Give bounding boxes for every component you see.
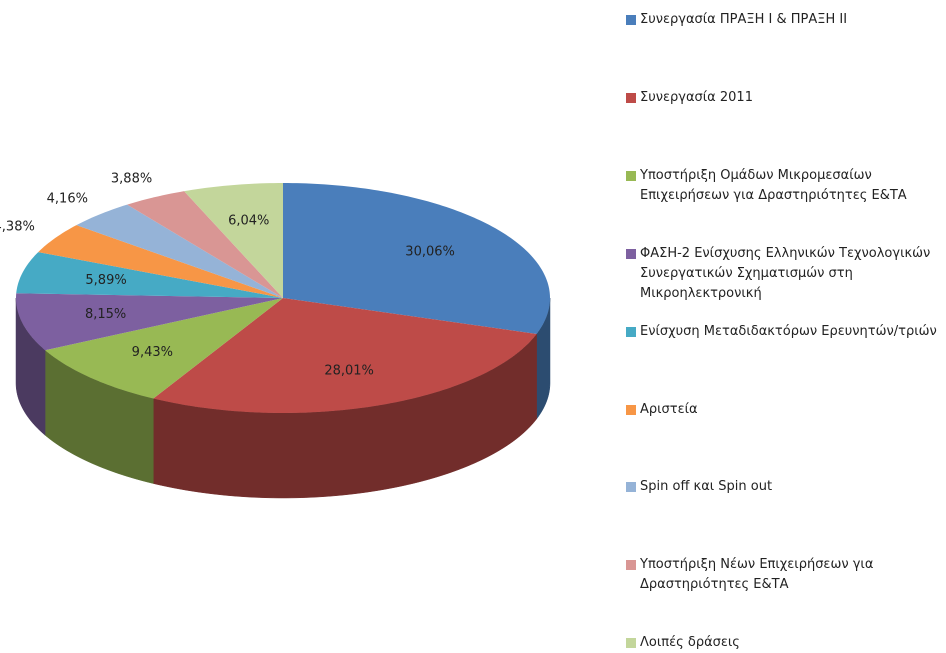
slice bbox=[45, 298, 283, 399]
data-label: 30,06% bbox=[405, 245, 455, 260]
legend-item: ΦΑΣΗ-2 Ενίσχυσης Ελληνικών Τεχνολογικών … bbox=[626, 244, 944, 304]
data-label: 9,43% bbox=[132, 345, 173, 360]
legend-swatch bbox=[626, 326, 636, 337]
slice-side bbox=[15, 297, 46, 436]
legend-item: Συνεργασία 2011 bbox=[626, 88, 944, 108]
data-label: 8,15% bbox=[85, 307, 126, 322]
legend-swatch bbox=[626, 248, 636, 259]
legend-swatch bbox=[626, 482, 636, 493]
legend-item: Αριστεία bbox=[626, 400, 944, 420]
data-label: 6,04% bbox=[228, 214, 269, 229]
data-label: 28,01% bbox=[324, 363, 374, 378]
data-label: 3,88% bbox=[111, 172, 152, 187]
data-label: 4,16% bbox=[47, 192, 88, 207]
slice bbox=[283, 183, 550, 334]
slice bbox=[38, 225, 283, 298]
legend-label: ΦΑΣΗ-2 Ενίσχυσης Ελληνικών Τεχνολογικών … bbox=[640, 245, 931, 301]
legend-item: Λοιπές δράσεις bbox=[626, 633, 944, 653]
legend-label: Υποστήριξη Νέων Επιχειρήσεων για Δραστηρ… bbox=[640, 557, 874, 593]
legend-label: Αριστεία bbox=[640, 401, 698, 417]
legend-swatch bbox=[626, 170, 636, 181]
legend-swatch bbox=[626, 15, 636, 25]
data-label: 4,38% bbox=[0, 220, 35, 235]
legend-swatch bbox=[626, 92, 636, 103]
slice bbox=[153, 298, 537, 413]
slice bbox=[127, 191, 284, 298]
legend-swatch bbox=[626, 638, 636, 649]
data-label: 5,89% bbox=[85, 273, 126, 288]
legend-swatch bbox=[626, 404, 636, 415]
legend-label: Υποστήριξη Ομάδων Μικρομεσαίων Επιχειρήσ… bbox=[640, 167, 907, 203]
pie-area: 30,06% 28,01% 9,43% 8,15% 5,89% 4,38% 4,16% 3,8… bbox=[0, 172, 551, 499]
legend-label: Συνεργασία 2011 bbox=[640, 89, 753, 105]
slice bbox=[16, 252, 283, 298]
legend-label: Spin off και Spin out bbox=[640, 479, 773, 495]
legend-item: Υποστήριξη Νέων Επιχειρήσεων για Δραστηρ… bbox=[626, 555, 944, 595]
legend-label: Ενίσχυση Μεταδιδακτόρων Ερευνητών/τριών bbox=[640, 323, 937, 339]
legend-item: Υποστήριξη Ομάδων Μικρομεσαίων Επιχειρήσ… bbox=[626, 166, 944, 206]
legend-swatch bbox=[626, 560, 636, 571]
slice bbox=[76, 204, 283, 298]
legend-label: Λοιπές δράσεις bbox=[640, 635, 740, 651]
legend-item: Ενίσχυση Μεταδιδακτόρων Ερευνητών/τριών bbox=[626, 322, 944, 342]
legend-label: Συνεργασία ΠΡΑΞΗ Ι & ΠΡΑΞΗ ΙΙ bbox=[640, 12, 848, 27]
slice bbox=[184, 183, 283, 298]
slice bbox=[16, 293, 284, 351]
legend-item: Spin off και Spin out bbox=[626, 477, 944, 497]
legend-item: Συνεργασία ΠΡΑΞΗ Ι & ΠΡΑΞΗ ΙΙ bbox=[626, 10, 944, 30]
